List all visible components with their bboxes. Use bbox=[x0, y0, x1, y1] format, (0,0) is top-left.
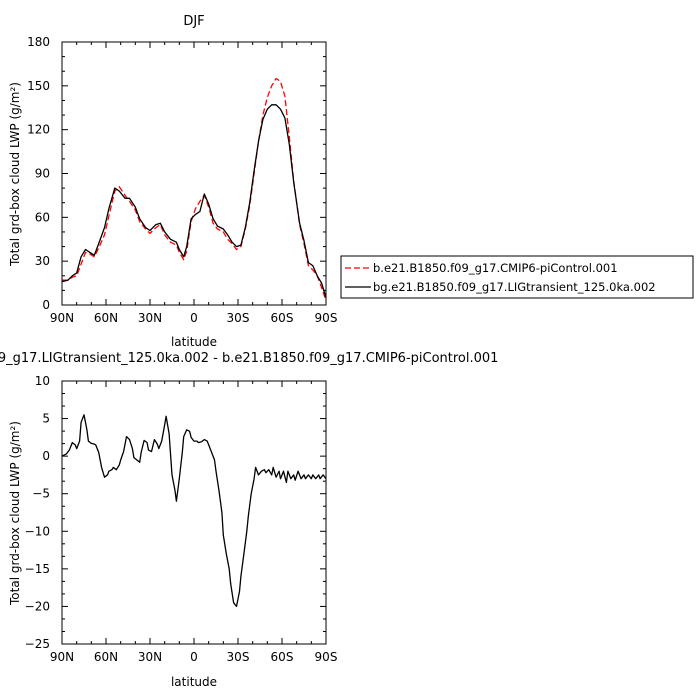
top-axis-ticks: 90N 60N 30N 0 30S 60S 90S 0 30 60 90 120 150 180 bbox=[27, 35, 337, 325]
top-series-line-1 bbox=[61, 104, 327, 298]
top-x-axis-title: latitude bbox=[171, 335, 217, 349]
bottom-y-axis-title: Total grd-box cloud LWP (g/m²) bbox=[8, 421, 22, 606]
top-xtick-label: 60S bbox=[271, 311, 294, 325]
top-xtick-label: 30S bbox=[227, 311, 250, 325]
bottom-xtick-label: 0 bbox=[190, 650, 198, 664]
bottom-plot-frame bbox=[61, 380, 327, 645]
top-xtick-label: 90N bbox=[50, 311, 74, 325]
bottom-xtick-label: 90S bbox=[315, 650, 338, 664]
top-ytick-label: 150 bbox=[27, 79, 50, 93]
top-ytick-label: 120 bbox=[27, 123, 50, 137]
top-xtick-label: 90S bbox=[315, 311, 338, 325]
bottom-ytick-label: −10 bbox=[25, 524, 50, 538]
bottom-xtick-label: 30S bbox=[227, 650, 250, 664]
legend-label-control: b.e21.B1850.f09_g17.CMIP6-piControl.001 bbox=[373, 261, 618, 275]
top-series-lines bbox=[61, 77, 327, 301]
bottom-series-lines bbox=[61, 414, 327, 608]
bottom-ytick-label: −25 bbox=[25, 637, 50, 651]
top-ytick-label: 0 bbox=[42, 298, 50, 312]
top-ytick-label: 30 bbox=[35, 254, 50, 268]
top-plot-frame bbox=[61, 41, 327, 306]
bottom-panel-title: bg.e21.B1850.f09_g17.LIGtransient_125.0k… bbox=[0, 351, 498, 366]
top-ytick-label: 60 bbox=[35, 210, 50, 224]
top-xtick-label: 30N bbox=[138, 311, 162, 325]
bottom-xtick-label: 90N bbox=[50, 650, 74, 664]
legend-box bbox=[340, 255, 694, 299]
bottom-ytick-label: −5 bbox=[32, 487, 50, 501]
top-series-line-0 bbox=[62, 77, 327, 301]
top-ytick-label: 180 bbox=[27, 35, 50, 49]
panel-top: DJF Total grd-box cloud LWP (g/m²) latit… bbox=[8, 14, 337, 349]
top-y-axis-title: Total grd-box cloud LWP (g/m²) bbox=[8, 82, 22, 267]
bottom-xtick-label: 60S bbox=[271, 650, 294, 664]
top-xtick-label: 0 bbox=[190, 311, 198, 325]
bottom-ytick-label: 0 bbox=[42, 449, 50, 463]
bottom-ytick-label: −15 bbox=[25, 562, 50, 576]
legend: b.e21.B1850.f09_g17.CMIP6-piControl.001 … bbox=[340, 255, 694, 299]
legend-label-transient: bg.e21.B1850.f09_g17.LIGtransient_125.0k… bbox=[373, 280, 656, 294]
top-ytick-label: 90 bbox=[35, 167, 50, 181]
bottom-ytick-label: 5 bbox=[42, 412, 50, 426]
bottom-xtick-label: 60N bbox=[94, 650, 118, 664]
bottom-series-line-0 bbox=[61, 414, 327, 608]
top-xtick-label: 60N bbox=[94, 311, 118, 325]
top-panel-title: DJF bbox=[183, 14, 204, 29]
bottom-ytick-label: 10 bbox=[35, 374, 50, 388]
bottom-x-axis-title: latitude bbox=[171, 675, 217, 689]
bottom-axis-ticks: 90N 60N 30N 0 30S 60S 90S −25 −20 −15 −10 −5 0 5 10 bbox=[25, 374, 338, 664]
bottom-ytick-label: −20 bbox=[25, 599, 50, 613]
panel-bottom: bg.e21.B1850.f09_g17.LIGtransient_125.0k… bbox=[0, 351, 498, 689]
bottom-xtick-label: 30N bbox=[138, 650, 162, 664]
